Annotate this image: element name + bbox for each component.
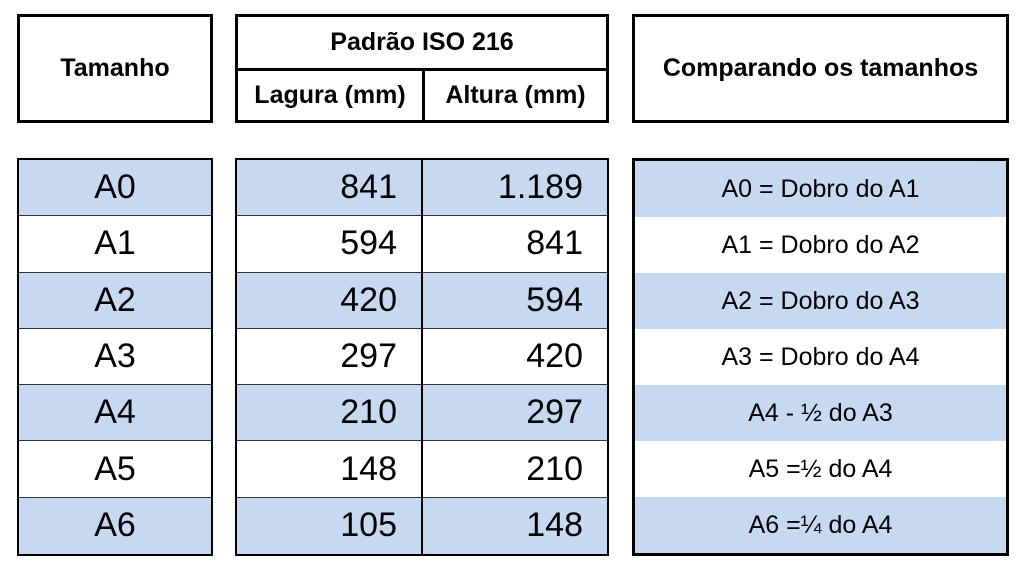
width-cell: 210: [237, 385, 423, 442]
comparison-cell: A6 =¼ do A4: [635, 497, 1006, 553]
size-cell: A0: [19, 160, 211, 217]
dimension-columns: 841 1.189 594 841 420 594 297 420 210 297 148 210 10…: [235, 158, 609, 556]
width-cell: 594: [237, 216, 423, 273]
header-size: Tamanho: [60, 54, 170, 82]
height-cell: 297: [423, 385, 607, 442]
comparison-cell: A0 = Dobro do A1: [635, 161, 1006, 217]
width-cell: 841: [237, 160, 423, 217]
header-width: Lagura (mm): [238, 71, 425, 120]
header-box: Padrão ISO 216 Lagura (mm) Altura (mm): [235, 14, 609, 123]
size-cell: A1: [19, 216, 211, 273]
height-cell: 841: [423, 216, 607, 273]
height-cell: 420: [423, 329, 607, 386]
width-cell: 105: [237, 497, 423, 554]
header-height: Altura (mm): [445, 81, 586, 109]
size-cell: A5: [19, 441, 211, 498]
height-cell: 1.189: [423, 160, 607, 217]
comparison-cell: A1 = Dobro do A2: [721, 230, 920, 259]
header-comparison: Comparando os tamanhos: [662, 54, 979, 82]
size-cell: A2: [19, 272, 211, 329]
comparison-cell: A5 =½ do A4: [748, 454, 893, 483]
header-box: Tamanho: [17, 14, 213, 123]
width-cell: 148: [237, 441, 423, 498]
header-box: Comparando os tamanhos: [632, 14, 1009, 123]
width-cell: 420: [237, 272, 423, 329]
comparison-cell: A3 = Dobro do A4: [721, 342, 920, 371]
size-cell: A3: [19, 329, 211, 386]
height-cell: 594: [423, 272, 607, 329]
comparison-cell: A4 - ½ do A3: [635, 385, 1006, 441]
comparison-column: A0 = Dobro do A1 A1 = Dobro do A2 A2 = Dob…: [632, 158, 1009, 556]
height-cell: 210: [423, 441, 607, 498]
width-cell: 297: [237, 328, 423, 386]
size-cell: A4: [19, 385, 211, 442]
size-column: A0 A1 A2 A3 A4 A5 A6: [17, 158, 213, 556]
size-cell: A6: [19, 497, 211, 554]
header-standard: Padrão ISO 216: [238, 17, 606, 71]
height-cell: 148: [423, 497, 607, 554]
comparison-cell: A2 = Dobro do A3: [635, 273, 1006, 329]
